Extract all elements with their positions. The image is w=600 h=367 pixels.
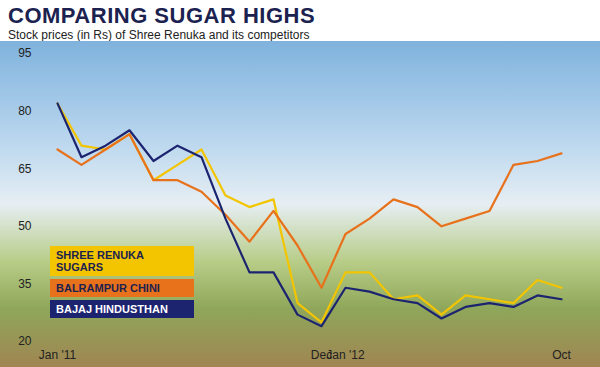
svg-text:80: 80 bbox=[18, 104, 32, 118]
html-text:SHREE RENUKA SUGARS: SHREE RENUKA SUGARS bbox=[56, 249, 144, 273]
html-text:BALRAMPUR CHINI: BALRAMPUR CHINI bbox=[56, 282, 160, 294]
html-text:BAJAJ HINDUSTHAN: BAJAJ HINDUSTHAN bbox=[56, 303, 168, 315]
svg-text:65: 65 bbox=[18, 162, 32, 176]
html-text:Stock prices (in Rs) of Shree: Stock prices (in Rs) of Shree Renuka and… bbox=[8, 28, 310, 42]
svg-text:Jan '11: Jan '11 bbox=[39, 348, 77, 362]
svg-text:35: 35 bbox=[18, 277, 32, 291]
svg-text:Jan '12: Jan '12 bbox=[326, 348, 365, 362]
svg-text:20: 20 bbox=[18, 334, 32, 348]
html-text:COMPARING SUGAR HIGHS: COMPARING SUGAR HIGHS bbox=[8, 3, 316, 28]
svg-text:95: 95 bbox=[18, 46, 32, 60]
svg-text:Dec: Dec bbox=[310, 348, 333, 362]
svg-text:50: 50 bbox=[18, 219, 32, 233]
svg-text:Oct: Oct bbox=[552, 348, 571, 362]
